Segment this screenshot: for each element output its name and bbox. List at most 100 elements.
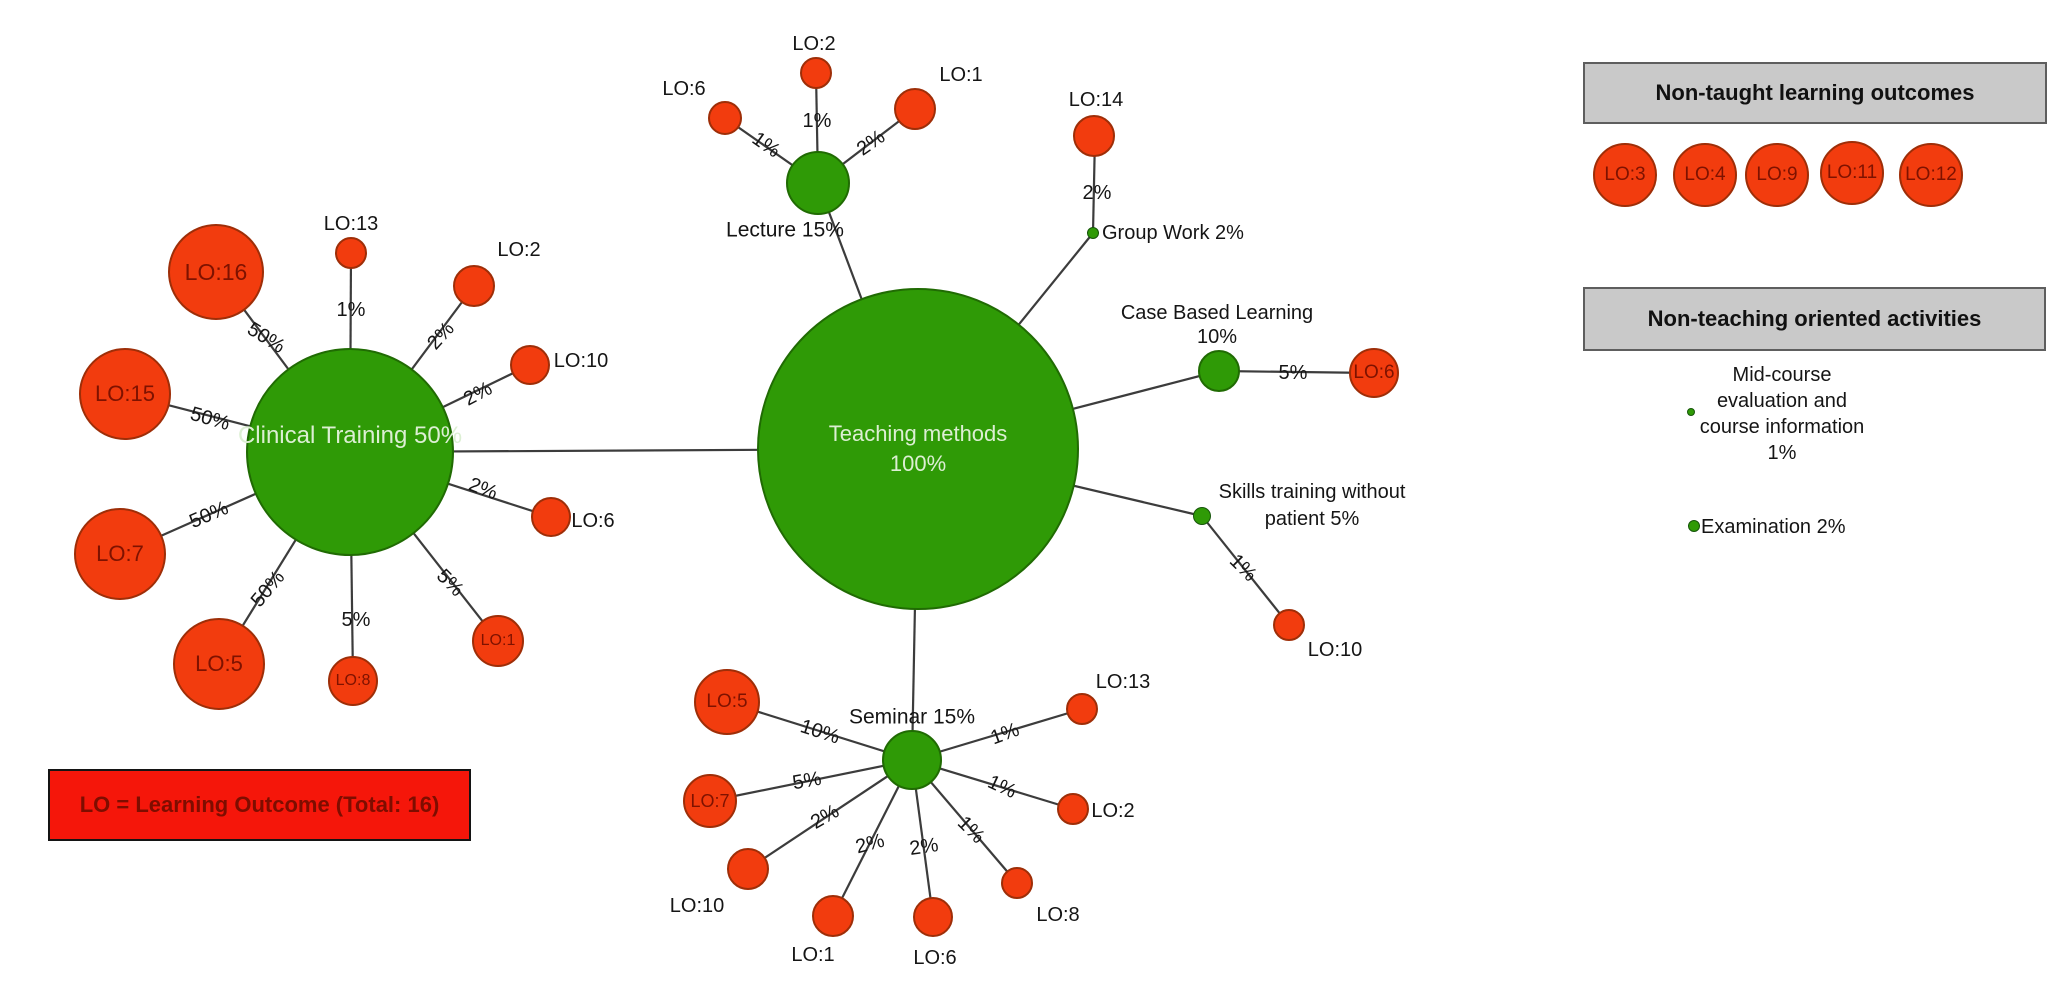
node-skills-training-dot [1193,507,1211,525]
satellite-seminar-lo5: LO:5 [694,669,760,735]
label-skills-lo10: LO:10 [1307,639,1363,661]
label-clinical-lo2: LO:2 [497,239,541,261]
node-clinical-training: Clinical Training 50% [238,348,462,556]
midcourse-label: Mid-course evaluation and course informa… [1642,362,1922,466]
edge-cbl-lo6 [1218,369,1375,375]
satellite-clinical-lo15: LO:15 [79,348,171,440]
satellite-seminar-lo6 [913,897,953,937]
satellite-cbl-lo6: LO:6 [1349,348,1399,398]
node-case-based-learning [1198,350,1240,392]
satellite-clinical-lo7-label: LO:7 [96,541,144,566]
label-seminar-lo1: LO:1 [791,944,835,966]
label-seminar-lo8: LO:8 [1036,904,1080,926]
non-taught-lo4-label: LO:4 [1684,164,1726,185]
label-clinical-lo13: LO:13 [323,213,379,235]
label-clinical-lo6: LO:6 [571,510,615,532]
non-taught-lo9: LO:9 [1745,143,1809,207]
satellite-clinical-lo8: LO:8 [328,656,378,706]
non-taught-lo3-label: LO:3 [1604,164,1646,185]
seminar-label: Seminar 15% [848,705,976,729]
label-lecture-lo2: LO:2 [792,33,836,55]
midcourse-pct: 1% [1767,442,1797,464]
satellite-clinical-lo15-label: LO:15 [95,381,155,406]
satellite-seminar-lo1 [812,895,854,937]
legend-box: LO = Learning Outcome (Total: 16) [48,769,471,841]
satellite-seminar-lo10 [727,848,769,890]
non-taught-lo3: LO:3 [1593,143,1657,207]
satellite-seminar-lo7: LO:7 [683,774,737,828]
node-seminar [882,730,942,790]
pct-lecture-lo2: 1% [802,110,832,132]
edge-seminar-lo10 [747,759,913,870]
non-taught-lo12-label: LO:12 [1905,164,1957,185]
pct-groupwork-lo14: 2% [1082,182,1112,204]
satellite-clinical-lo13 [335,237,367,269]
cbl-label-line2: 10% [1196,326,1238,348]
label-groupwork-lo14: LO:14 [1068,89,1124,111]
satellite-groupwork-lo14 [1073,115,1115,157]
non-teaching-header: Non-teaching oriented activities [1583,287,2046,351]
non-taught-lo4: LO:4 [1673,143,1737,207]
satellite-cbl-lo6-label: LO:6 [1353,362,1395,383]
satellite-clinical-lo10 [510,345,550,385]
examination-label: Examination 2% [1701,516,1846,538]
satellite-clinical-lo1-label: LO:1 [480,632,516,649]
non-taught-lo11-label: LO:11 [1826,162,1878,183]
label-lecture-lo6: LO:6 [662,78,706,100]
legend-text: LO = Learning Outcome (Total: 16) [79,792,440,817]
midcourse-dot [1687,408,1695,416]
satellite-lecture-lo6 [708,101,742,135]
satellite-clinical-lo16-label: LO:16 [184,258,248,285]
satellite-seminar-lo13 [1066,693,1098,725]
non-taught-header: Non-taught learning outcomes [1583,62,2047,124]
satellite-clinical-lo2 [453,265,495,307]
satellite-clinical-lo8-label: LO:8 [335,672,371,689]
pct-seminar-lo7: 5% [790,767,824,795]
satellite-clinical-lo5-label: LO:5 [195,651,243,676]
satellite-seminar-lo8 [1001,867,1033,899]
non-taught-lo12: LO:12 [1899,143,1963,207]
node-teaching-methods-label: Teaching methods 100% [829,419,1008,479]
satellite-clinical-lo7: LO:7 [74,508,166,600]
satellite-clinical-lo1: LO:1 [472,615,524,667]
satellite-lecture-lo2 [800,57,832,89]
satellite-seminar-lo5-label: LO:5 [706,691,748,712]
node-group-work-dot [1087,227,1099,239]
satellite-skills-lo10 [1273,609,1305,641]
midcourse-line1: Mid-course [1732,364,1832,386]
pct-clinical-lo8: 5% [341,609,371,631]
non-taught-lo11: LO:11 [1820,141,1884,205]
pct-clinical-lo13: 1% [336,299,366,321]
node-teaching-methods: Teaching methods 100% [757,288,1079,610]
skills-label-line1: Skills training without [1218,481,1406,503]
label-seminar-lo6: LO:6 [913,947,957,969]
satellite-clinical-lo6 [531,497,571,537]
group-work-label: Group Work 2% [1102,222,1244,244]
label-seminar-lo10: LO:10 [669,895,725,917]
satellite-lecture-lo1 [894,88,936,130]
skills-label-line2: patient 5% [1264,508,1360,530]
satellite-clinical-lo16: LO:16 [168,224,264,320]
label-clinical-lo10: LO:10 [553,350,609,372]
teaching-methods-line2: 100% [889,451,947,476]
satellite-seminar-lo7-label: LO:7 [690,790,730,811]
midcourse-line3: course information [1699,416,1865,438]
non-taught-lo9-label: LO:9 [1756,164,1798,185]
non-taught-title: Non-taught learning outcomes [1655,80,1975,105]
edge-seminar-lo7 [709,758,913,803]
midcourse-line2: evaluation and [1716,390,1848,412]
pct-cbl-lo6: 5% [1278,362,1308,384]
skills-training-label: Skills training without patient 5% [1172,479,1452,533]
examination-dot [1688,520,1700,532]
case-based-learning-label: Case Based Learning 10% [1087,301,1347,349]
pct-seminar-lo6: 2% [908,834,940,860]
non-teaching-title: Non-teaching oriented activities [1647,306,1982,331]
node-lecture [786,151,850,215]
lecture-label: Lecture 15% [726,218,844,242]
label-seminar-lo13: LO:13 [1095,671,1151,693]
node-clinical-training-label: Clinical Training 50% [237,422,463,449]
teaching-methods-line1: Teaching methods [828,421,1008,446]
satellite-seminar-lo2 [1057,793,1089,825]
label-lecture-lo1: LO:1 [939,64,983,86]
